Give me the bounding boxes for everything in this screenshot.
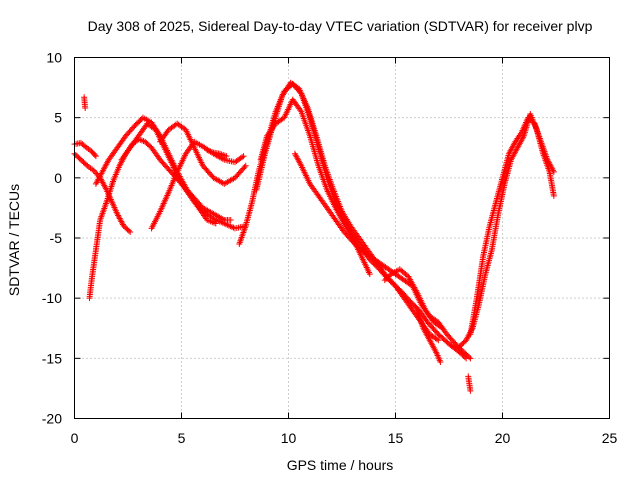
data-point	[437, 358, 444, 365]
data-point	[435, 337, 442, 344]
data-point	[91, 151, 98, 158]
data-point	[223, 153, 230, 160]
axis-ticks	[74, 57, 610, 419]
x-tick-label: 10	[281, 430, 297, 446]
data-point	[239, 154, 246, 161]
data-point	[433, 336, 440, 343]
data-points	[71, 79, 557, 394]
data-point	[466, 354, 473, 361]
y-tick-label: -5	[50, 230, 63, 246]
data-point	[227, 216, 234, 223]
y-axis-label: SDTVAR / TECUs	[6, 184, 22, 296]
data-point	[242, 162, 249, 169]
data-point	[125, 227, 132, 234]
data-point	[366, 271, 373, 278]
x-tick-label: 15	[388, 430, 404, 446]
y-tick-label: -15	[42, 350, 62, 366]
data-point	[212, 220, 219, 227]
grid-lines	[74, 57, 610, 419]
y-tick-label: -20	[42, 411, 62, 427]
data-point	[127, 228, 134, 235]
data-point	[241, 164, 248, 171]
data-point	[467, 387, 474, 394]
x-tick-label: 25	[602, 430, 618, 446]
y-tick-label: 10	[46, 50, 62, 66]
y-tick-label: 5	[54, 110, 62, 126]
y-tick-labels: 10 5 0 -5 -10 -15 -20	[42, 50, 62, 427]
chart-title: Day 308 of 2025, Sidereal Day-to-day VTE…	[88, 18, 593, 34]
data-point	[80, 142, 87, 149]
x-tick-label: 20	[495, 430, 511, 446]
data-point	[93, 170, 100, 177]
data-point	[92, 169, 99, 176]
data-point	[439, 325, 446, 332]
data-point	[467, 355, 474, 362]
data-point	[434, 329, 441, 336]
data-point	[90, 167, 97, 174]
y-tick-label: -10	[42, 290, 62, 306]
data-point	[92, 153, 99, 160]
y-tick-label: 0	[54, 170, 62, 186]
data-point	[240, 153, 247, 160]
x-tick-label: 0	[71, 430, 79, 446]
x-axis-label: GPS time / hours	[287, 457, 394, 473]
x-tick-labels: 0 5 10 15 20 25	[71, 430, 618, 446]
x-tick-label: 5	[178, 430, 186, 446]
data-point	[82, 105, 89, 112]
data-point	[438, 324, 445, 331]
data-point	[550, 192, 557, 199]
